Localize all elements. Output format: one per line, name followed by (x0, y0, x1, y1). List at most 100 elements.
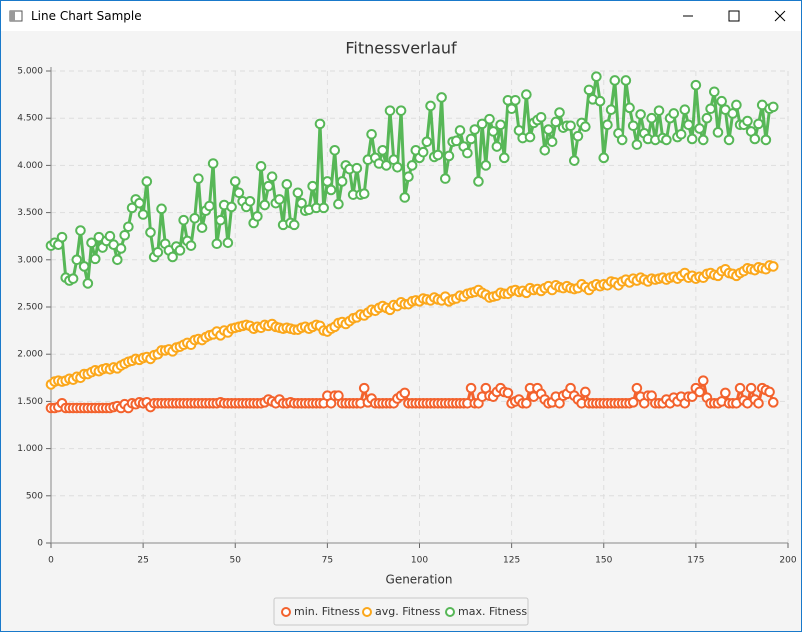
data-point (473, 176, 484, 187)
data-point (627, 397, 639, 408)
data-point (709, 86, 720, 98)
y-tick-label: 2.000 (17, 350, 43, 360)
data-point (767, 261, 779, 272)
data-point (281, 178, 293, 190)
y-tick-label: 4.000 (17, 161, 43, 171)
data-point (465, 133, 477, 145)
data-point (487, 126, 499, 137)
data-point (705, 103, 716, 115)
data-point (274, 194, 285, 205)
data-point (602, 119, 613, 131)
data-point (679, 104, 691, 116)
data-point (112, 254, 123, 266)
y-tick-label: 1.500 (17, 397, 43, 407)
data-point (491, 141, 503, 152)
data-point (123, 221, 134, 233)
x-tick-label: 75 (322, 556, 333, 566)
data-point (495, 119, 506, 131)
chart: Fitnessverlauf Generation 05001.0001.500… (17, 39, 797, 626)
data-point (720, 387, 731, 399)
data-point (753, 118, 764, 130)
data-point (126, 202, 138, 214)
data-point (421, 136, 433, 148)
data-point (288, 219, 300, 231)
data-point (653, 105, 665, 116)
data-point (745, 382, 757, 394)
data-point (377, 144, 388, 156)
legend-symbol (281, 607, 291, 617)
legend-symbol (362, 607, 372, 617)
y-tick-label: 500 (26, 491, 43, 501)
legend-symbol (445, 607, 455, 617)
data-point (325, 184, 337, 196)
data-point (616, 134, 628, 146)
data-point (469, 124, 481, 135)
data-point (167, 251, 178, 263)
data-point (425, 100, 436, 112)
data-point (196, 222, 208, 234)
data-point (565, 120, 576, 132)
data-point (141, 176, 153, 187)
y-tick-label: 3.500 (17, 208, 43, 218)
data-point (152, 246, 164, 258)
maximize-button[interactable] (711, 1, 757, 31)
data-point (535, 111, 547, 123)
data-point (358, 382, 370, 394)
data-point (620, 75, 632, 86)
data-point (439, 173, 451, 184)
data-point (580, 121, 591, 132)
data-point (399, 192, 411, 203)
data-point (395, 105, 407, 116)
data-point (627, 120, 639, 132)
data-point (767, 101, 779, 113)
data-point (145, 227, 156, 238)
data-point (318, 202, 329, 214)
data-point (75, 225, 86, 236)
data-point (67, 273, 79, 284)
chart-title: Fitnessverlauf (345, 39, 457, 58)
data-point (631, 139, 643, 150)
data-point (403, 171, 414, 183)
data-point (134, 197, 145, 209)
data-point (605, 104, 617, 116)
data-point (82, 278, 94, 289)
data-point (336, 176, 348, 187)
x-tick-label: 100 (411, 556, 428, 566)
data-point (358, 188, 370, 200)
data-point (583, 84, 595, 96)
title-bar: Line Chart Sample (1, 1, 801, 31)
data-point (572, 130, 584, 142)
data-point (521, 397, 532, 409)
window-title: Line Chart Sample (31, 9, 142, 23)
x-axis-label: Generation (386, 573, 453, 587)
data-point (314, 118, 326, 130)
data-point (712, 127, 724, 138)
data-point (322, 176, 333, 187)
data-point (193, 173, 204, 184)
data-point (292, 187, 304, 199)
data-point (104, 230, 116, 242)
data-point (591, 71, 602, 82)
data-point (137, 209, 149, 220)
data-point (174, 245, 186, 256)
data-point (539, 144, 551, 156)
data-point (646, 112, 657, 124)
close-button[interactable] (757, 1, 802, 31)
x-tick-label: 50 (230, 556, 242, 566)
data-point (255, 161, 267, 172)
y-tick-label: 5.000 (17, 67, 43, 77)
data-point (506, 103, 517, 115)
legend-box (273, 597, 529, 626)
data-point (701, 112, 713, 124)
data-point (86, 237, 97, 249)
data-point (697, 134, 709, 146)
data-point (767, 397, 779, 408)
data-point (675, 128, 687, 140)
minimize-button[interactable] (665, 1, 711, 31)
data-point (384, 105, 396, 116)
data-point (694, 386, 705, 398)
data-point (465, 382, 477, 394)
data-point (215, 214, 226, 226)
data-point (399, 387, 411, 399)
data-point (742, 115, 753, 127)
